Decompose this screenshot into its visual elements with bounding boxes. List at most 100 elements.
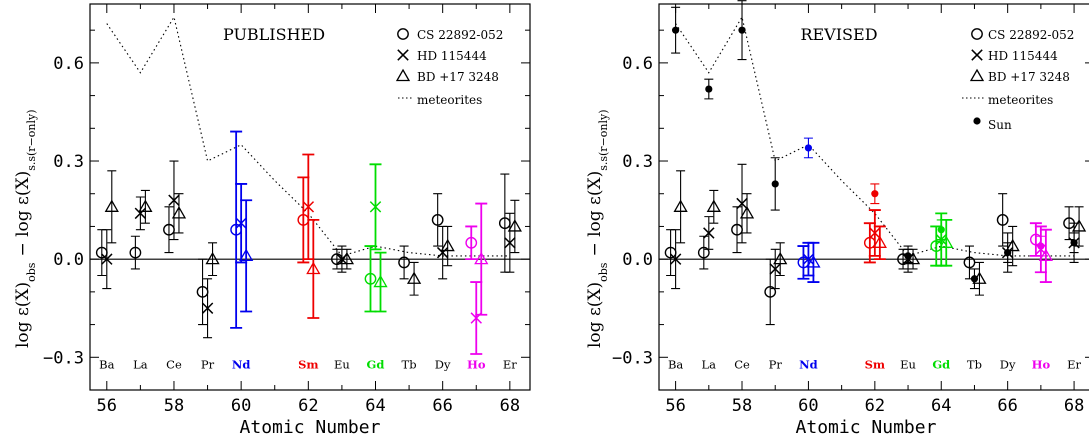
data-point-dot (804, 144, 813, 152)
error-bar (742, 193, 752, 234)
error-bar (676, 170, 686, 244)
error-bar (709, 189, 719, 224)
data-point-circle (364, 272, 377, 285)
error-bar (307, 218, 320, 319)
x-tick-label: 66 (997, 396, 1017, 416)
element-symbol-label: La (702, 358, 717, 372)
data-point-cross (736, 197, 748, 210)
data-point-triangle (939, 235, 954, 248)
error-bar (140, 189, 150, 224)
error-bar (374, 251, 387, 313)
x-tick-label: 68 (500, 396, 520, 416)
data-point-dot (970, 275, 979, 283)
element-symbol-label: Sm (298, 358, 318, 372)
legend-label-meteorites: meteorites (988, 93, 1053, 107)
error-bar (297, 176, 310, 264)
legend-revised: CS 22892-052 HD 115444 BD +17 3248 meteo… (962, 28, 1074, 132)
y-tick-label: −0.3 (43, 348, 84, 368)
error-bar (399, 245, 409, 280)
element-symbol-label: Eu (334, 358, 350, 372)
data-point-triangle (739, 206, 755, 219)
error-bar (510, 199, 520, 254)
error-bar (332, 248, 342, 270)
error-bar (873, 225, 886, 261)
data-point-triangle (339, 251, 355, 265)
element-symbol-label: Sm (865, 358, 885, 372)
data-point-triangle (806, 255, 821, 268)
data-point-cross (504, 237, 516, 249)
data-point-dot (1037, 242, 1045, 250)
error-bar (364, 245, 377, 313)
element-symbol-label: Ce (166, 358, 182, 372)
legend-marker-triangle (395, 68, 411, 82)
element-symbol-label: Ho (467, 358, 486, 372)
data-point-cross (235, 217, 247, 229)
element-symbol-label: Er (1067, 358, 1081, 372)
error-bar (174, 193, 184, 234)
legend-label-bd173248: BD +17 3248 (988, 70, 1070, 84)
x-axis-label-revised: Atomic Number (796, 417, 937, 438)
data-point-circle (996, 213, 1009, 226)
x-tick-label: 62 (865, 396, 885, 416)
panel-title-published: PUBLISHED (223, 25, 325, 44)
data-point-dot (871, 190, 879, 198)
y-axis-label-published: log ε(X)obs− log ε(X)s.s(r−only) (13, 109, 38, 348)
x-tick-label: 62 (298, 396, 318, 416)
y-axis-label-revised: log ε(X)obs− log ε(X)s.s(r−only) (585, 109, 610, 348)
y-tick-label: 0.6 (622, 54, 653, 74)
data-point-triangle (872, 235, 887, 248)
y-tick-label: 0.3 (53, 152, 84, 172)
x-tick-label: 64 (931, 396, 951, 416)
y-tick-label: 0.3 (622, 152, 653, 172)
error-bar (1074, 206, 1084, 247)
data-point-dot (738, 26, 746, 34)
data-point-circle (398, 256, 410, 269)
data-point-triangle (406, 271, 422, 284)
legend-marker-cross (971, 49, 983, 61)
legend-label-hd115444: HD 115444 (988, 49, 1058, 63)
element-symbol-label: Dy (1000, 358, 1016, 372)
error-bar (1039, 228, 1052, 283)
element-symbol-label: Tb (967, 358, 982, 372)
data-point-dot (937, 226, 945, 234)
data-point-triangle (440, 238, 455, 252)
element-symbol-label: Ho (1032, 358, 1051, 372)
error-bar (443, 225, 453, 267)
element-symbol-label: Tb (402, 358, 417, 372)
data-point-triangle (474, 251, 489, 265)
element-symbol-label: Ce (734, 358, 750, 372)
data-point-dot (1004, 249, 1012, 257)
legend-label-hd115444: HD 115444 (417, 49, 487, 63)
error-bar (974, 261, 984, 296)
data-point-cross (369, 201, 382, 213)
data-point-triangle (1005, 238, 1020, 252)
legend-label-meteorites: meteorites (417, 93, 482, 107)
data-point-triangle (239, 248, 254, 262)
element-symbol-label: Pr (201, 358, 215, 372)
data-point-cross (669, 253, 682, 265)
element-symbol-label: Er (503, 358, 517, 372)
error-bar (230, 130, 243, 329)
element-symbol-label: Nd (799, 358, 818, 372)
legend-published: CS 22892-052 HD 115444 BD +17 3248 meteo… (395, 28, 503, 107)
data-point-dot (705, 85, 713, 93)
plot-frame (658, 3, 1089, 391)
data-point-cross (101, 253, 113, 265)
data-point-cross (168, 194, 180, 207)
data-point-dot (904, 252, 912, 260)
data-point-cross (703, 227, 715, 239)
data-point-dot (771, 180, 779, 188)
legend-marker-cross (397, 49, 409, 61)
data-point-triangle (104, 199, 119, 212)
error-bar (1008, 225, 1018, 267)
x-tick-label: 66 (432, 396, 452, 416)
data-point-cross (869, 227, 881, 239)
error-bar (699, 235, 709, 270)
x-tick-label: 64 (365, 396, 385, 416)
error-bar (409, 261, 419, 296)
error-bar (130, 235, 140, 270)
element-symbol-label: Gd (932, 358, 950, 372)
data-point-triangle (1038, 248, 1053, 262)
element-symbol-label: Ba (99, 358, 114, 372)
